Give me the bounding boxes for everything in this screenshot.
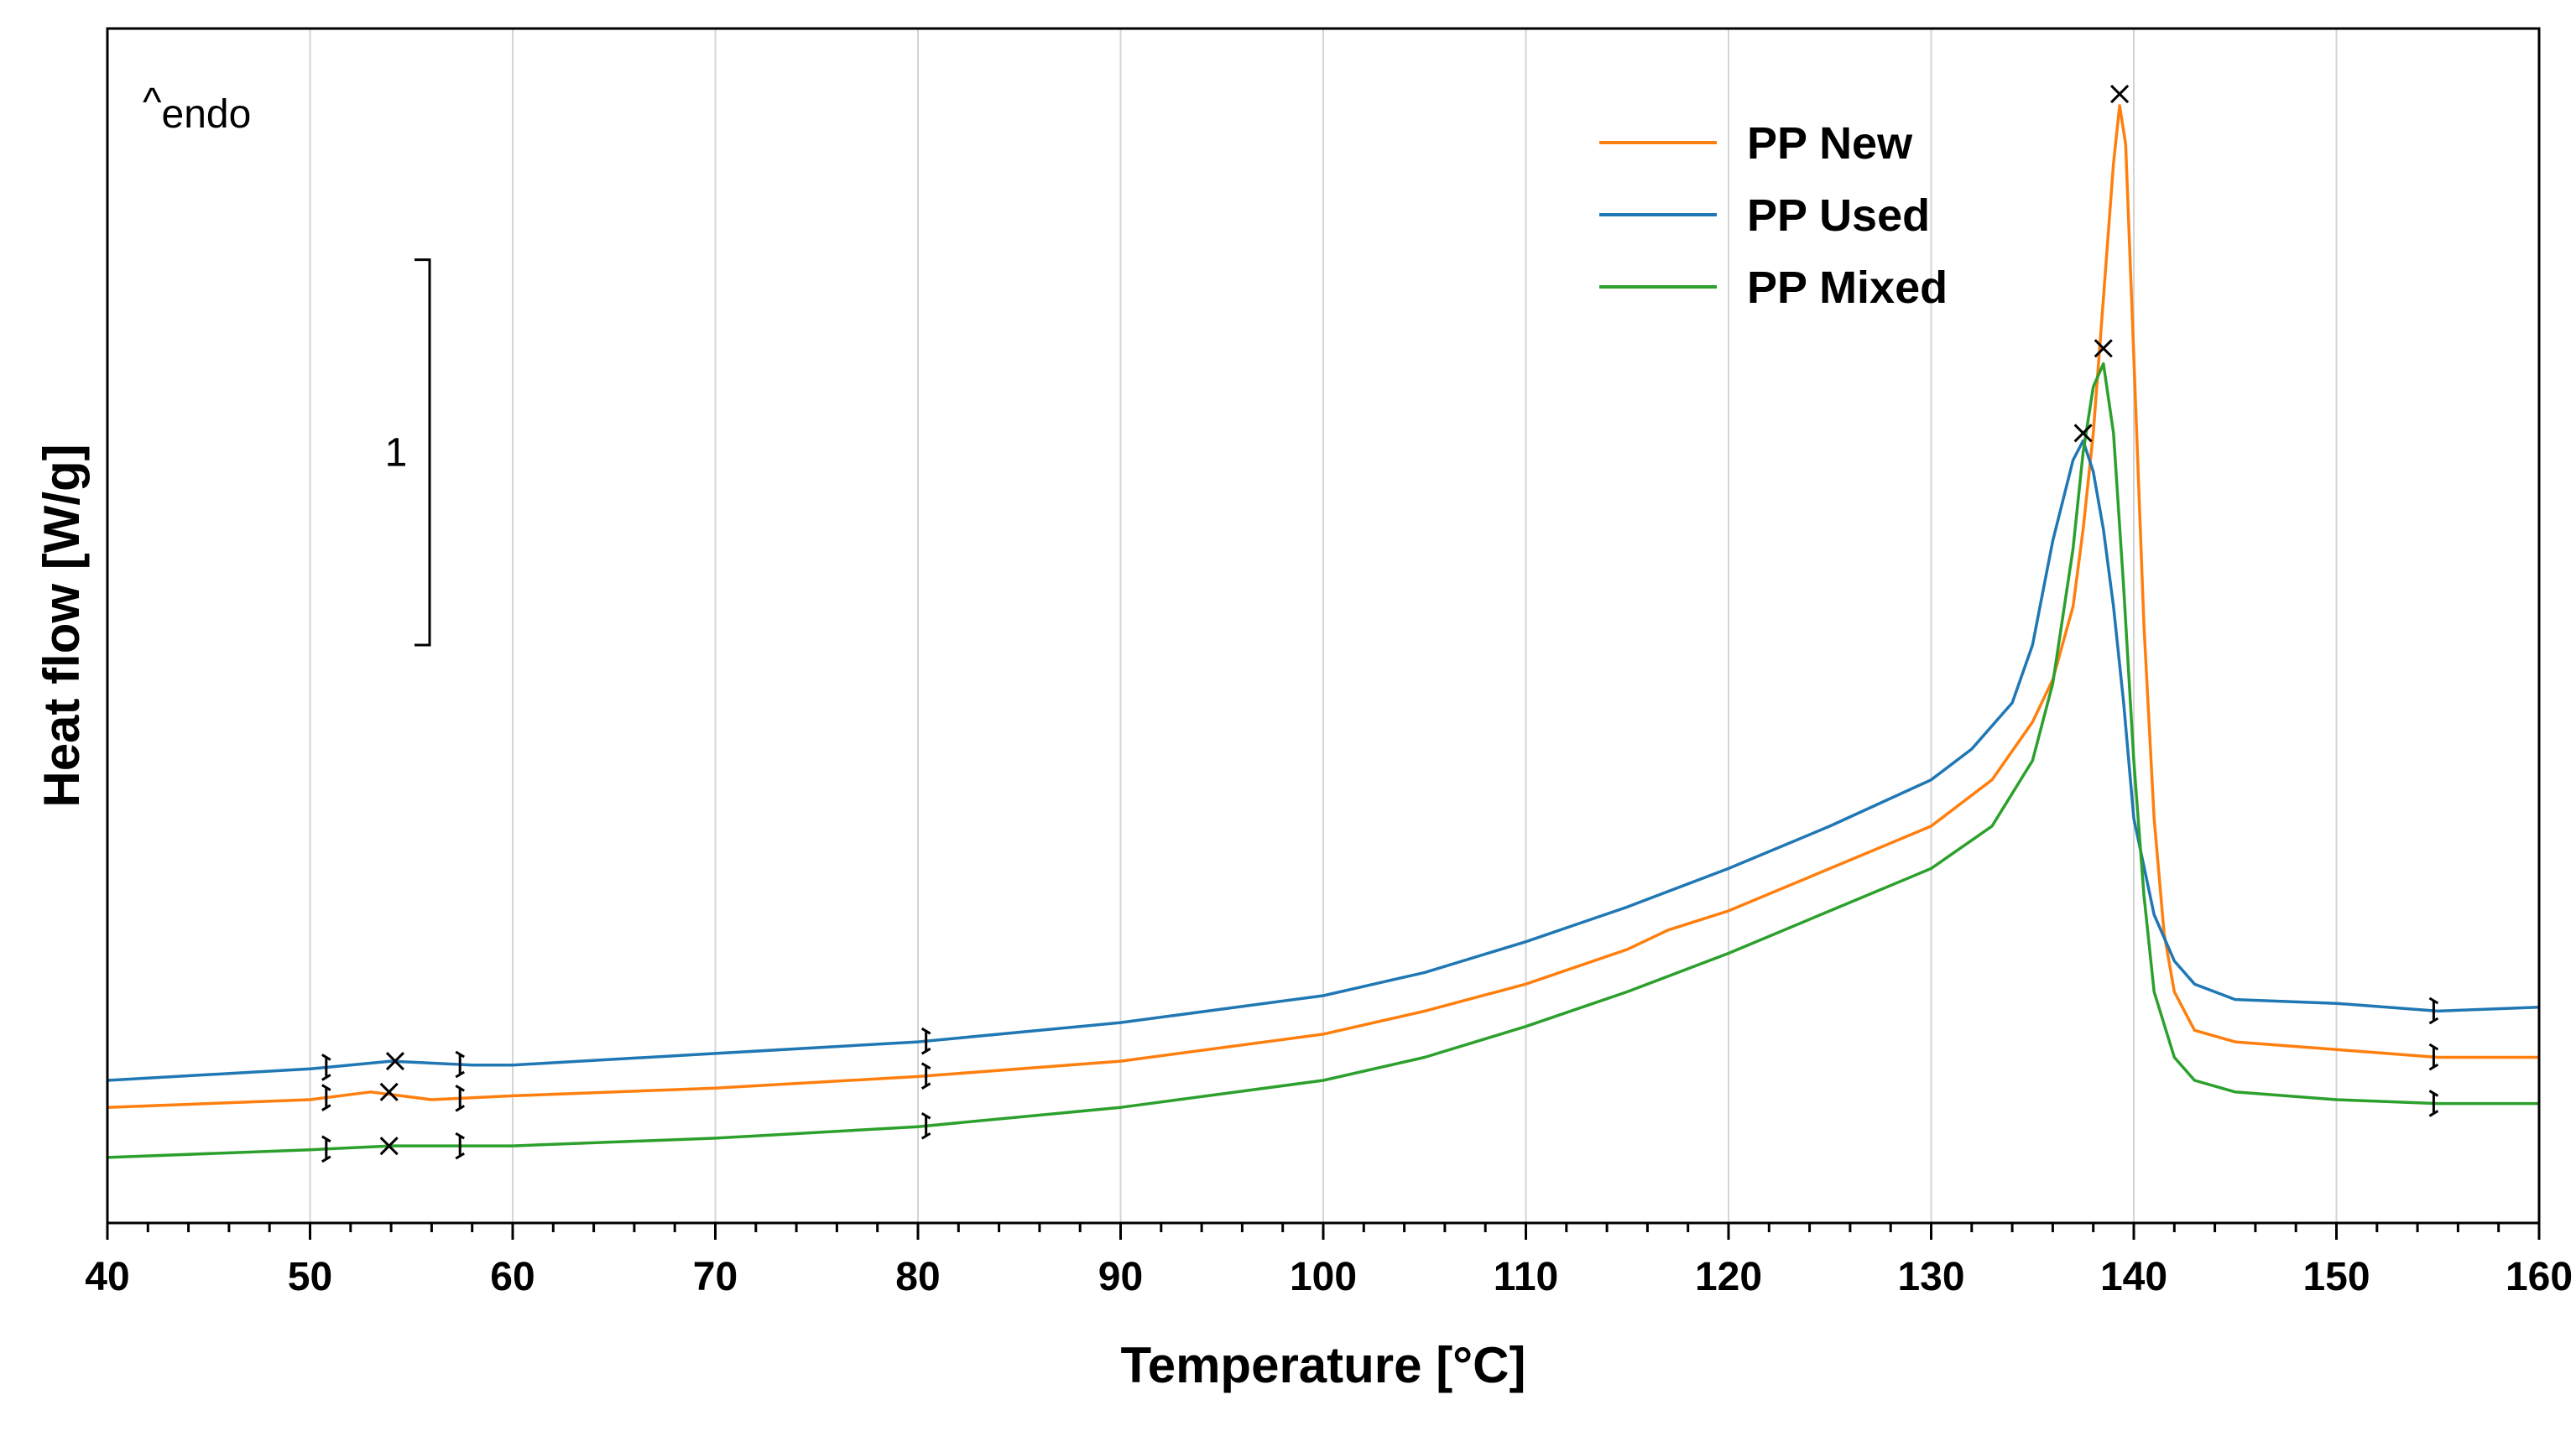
limit-marker-pp-new-1	[455, 1085, 465, 1112]
scale-bar-line	[415, 258, 431, 647]
series-line-pp-mixed	[107, 362, 2539, 1159]
limit-marker-pp-mixed-1	[455, 1132, 465, 1160]
x-tick-label-100: 100	[1290, 1255, 1357, 1299]
marker-layer	[321, 85, 2439, 1163]
peak-marker-0	[2110, 85, 2130, 104]
scale-bar: 1	[385, 258, 431, 647]
peak-marker-3	[385, 1052, 404, 1071]
peak-marker-5	[379, 1137, 399, 1156]
peak-marker-2	[2073, 424, 2093, 443]
scale-bar-label: 1	[385, 430, 408, 475]
limit-marker-pp-used-1	[455, 1050, 465, 1079]
series-layer	[107, 104, 2540, 1159]
x-axis-title: Temperature [°C]	[1121, 1337, 1526, 1393]
x-tick-label-60: 60	[490, 1255, 534, 1299]
x-tick-label-120: 120	[1695, 1255, 1762, 1299]
legend-label-pp-mixed: PP Mixed	[1747, 263, 1948, 313]
legend-label-pp-new: PP New	[1747, 118, 1913, 169]
peak-marker-4	[379, 1082, 399, 1101]
limit-marker-pp-new-2	[920, 1062, 931, 1090]
x-tick-label-150: 150	[2302, 1255, 2370, 1299]
y-axis-title: Heat flow [W/g]	[34, 444, 90, 807]
x-tick-label-110: 110	[1494, 1255, 1558, 1299]
x-tick-label-50: 50	[288, 1255, 332, 1299]
x-tick-label-70: 70	[693, 1255, 738, 1299]
tick-layer: 40 50 60 70 80 90 100 110 120 130 140 150 160	[85, 1223, 2573, 1299]
endo-text: endo	[162, 92, 252, 137]
x-tick-label-40: 40	[85, 1255, 129, 1299]
limit-marker-pp-mixed-3	[2428, 1090, 2439, 1117]
legend: PP New PP Used PP Mixed	[1599, 118, 1948, 313]
grid-layer	[309, 29, 2338, 1223]
limit-marker-pp-new-3	[2428, 1043, 2439, 1071]
legend-label-pp-used: PP Used	[1747, 190, 1930, 241]
endo-label: ^endo	[143, 81, 251, 137]
limit-marker-pp-mixed-2	[920, 1111, 931, 1140]
x-tick-label-90: 90	[1098, 1255, 1143, 1299]
endo-caret: ^	[143, 81, 162, 125]
limit-marker-pp-used-0	[321, 1054, 331, 1081]
series-line-pp-used	[107, 439, 2540, 1082]
x-tick-label-130: 130	[1897, 1255, 1964, 1299]
limit-marker-pp-new-0	[321, 1084, 331, 1111]
peak-marker-1	[2094, 339, 2113, 358]
limit-marker-pp-mixed-0	[321, 1135, 331, 1163]
x-tick-label-160: 160	[2506, 1255, 2573, 1299]
limit-marker-pp-used-2	[920, 1027, 931, 1055]
x-tick-label-80: 80	[895, 1255, 940, 1299]
x-tick-label-140: 140	[2100, 1255, 2167, 1299]
limit-marker-pp-used-3	[2428, 996, 2439, 1025]
